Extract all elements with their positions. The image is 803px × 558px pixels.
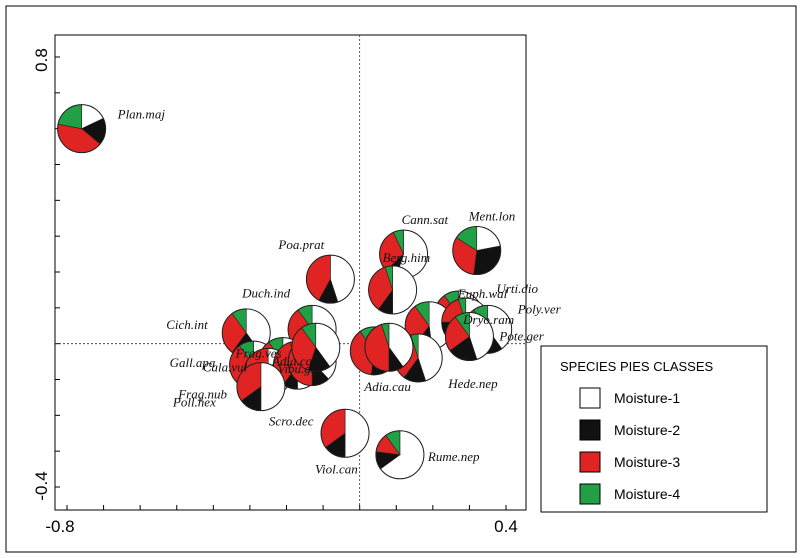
species-labels: Plan.maj Cann.sat Ment.lon Berg.him Poa.prat… [117, 107, 562, 477]
species-label: Cich.int [166, 317, 208, 332]
species-label: Duch.ind [241, 285, 291, 300]
axis-ticks [55, 56, 507, 510]
pie-outline [368, 265, 418, 315]
species-label: Viol.can [315, 461, 358, 476]
species-pie-ment-lon [452, 226, 502, 275]
species-pie-poll-hex [236, 362, 286, 412]
outer-frame [5, 5, 797, 553]
species-pie-pote-ger [444, 312, 494, 361]
pie-outline [57, 104, 107, 154]
species-label: Ment.lon [468, 209, 516, 224]
legend-swatch-moisture-1 [579, 387, 601, 409]
species-label: Frag.nub [177, 386, 227, 401]
species-pie-viol-can [320, 408, 370, 458]
pie-outline [305, 254, 355, 304]
species-label: Pote.ger [498, 329, 544, 344]
species-pie-cann-sat [379, 229, 429, 279]
legend-label-moisture-1: Moisture-1 [614, 390, 680, 406]
legend-items: Moisture-1 Moisture-2 Moisture-3 Moisture-4 [579, 387, 680, 505]
legend-swatch-moisture-3 [579, 451, 601, 473]
species-label: Poly.ver [517, 301, 562, 316]
species-label: Hede.nep [447, 376, 498, 391]
species-pie-poa-prat [305, 254, 355, 304]
pie-slice-moisture-2 [473, 245, 502, 275]
species-pie-berg-him [368, 265, 418, 315]
species-label: Dryo.ram [462, 312, 514, 327]
species-label: Cala.vul [203, 360, 248, 375]
species-label: Adia.cau [363, 379, 411, 394]
species-label: Gall.apa [170, 355, 216, 370]
species-pie-plan-maj [57, 104, 107, 154]
y-tick-bottom-label: -0.4 [32, 471, 51, 500]
legend-box [540, 345, 768, 513]
legend-label-moisture-4: Moisture-4 [614, 486, 680, 502]
y-tick-top-label: 0.8 [32, 48, 51, 72]
legend-swatch-moisture-4 [579, 483, 601, 505]
legend-title: SPECIES PIES CLASSES [560, 359, 714, 374]
legend-label-moisture-2: Moisture-2 [614, 422, 680, 438]
x-tick-right-label: 0.4 [494, 517, 518, 536]
pie-outline [291, 322, 341, 372]
pie-outline [452, 226, 502, 275]
species-label: Plan.maj [117, 107, 166, 122]
species-label: Adia.cap [271, 354, 319, 369]
species-label: Scro.dec [269, 413, 314, 428]
legend-swatch-moisture-2 [579, 419, 601, 441]
species-pies [57, 104, 513, 480]
pie-outline [320, 408, 370, 458]
pie-outline [236, 362, 286, 412]
species-label: Poll.hex [172, 395, 216, 410]
pie-outline [444, 312, 494, 361]
species-label: Berg.him [383, 250, 431, 265]
x-tick-left-label: -0.8 [45, 517, 74, 536]
pie-outline [364, 322, 414, 372]
species-label: Cann.sat [402, 212, 449, 227]
species-label: Vibu.gra [277, 361, 322, 376]
species-label: Frag.ves [235, 345, 282, 360]
legend: SPECIES PIES CLASSES Moisture-1Moisture-… [540, 345, 768, 513]
species-pie-frag-ves [291, 322, 341, 372]
legend-label-moisture-3: Moisture-3 [614, 454, 680, 470]
pie-outline [375, 430, 425, 480]
species-label: Urti.dio [496, 281, 538, 296]
species-pie-scro-dec [364, 322, 414, 372]
species-label: Poa.prat [277, 237, 324, 252]
species-label: Rume.nep [427, 449, 480, 464]
pie-slice-moisture-1 [344, 408, 370, 458]
species-pie-rume-nep [375, 430, 425, 480]
species-label: Euph.wal [457, 286, 508, 301]
